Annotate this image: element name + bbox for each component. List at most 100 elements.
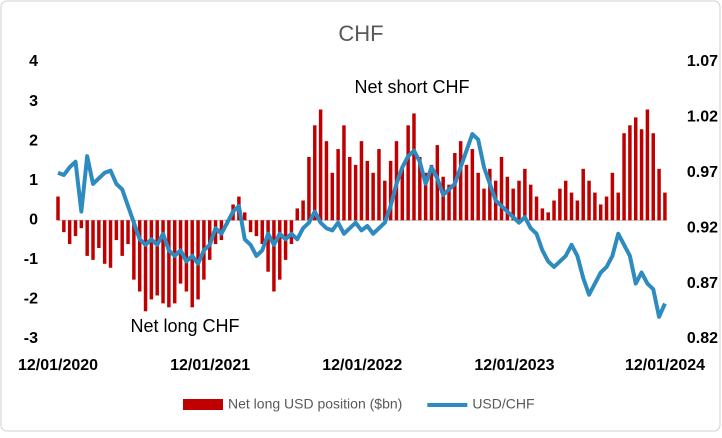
bar	[593, 192, 597, 221]
bar	[552, 200, 556, 221]
y2-tick-label: 0.82	[687, 330, 718, 347]
bar	[587, 180, 591, 221]
y-tick-label: 2	[29, 132, 38, 149]
bar	[663, 192, 667, 221]
bar	[184, 220, 189, 292]
y-tick-label: 4	[29, 53, 38, 70]
x-tick-label: 12/01/2022	[322, 357, 402, 374]
bar	[79, 220, 84, 229]
bar	[528, 184, 533, 221]
y-tick-label: -3	[24, 330, 38, 347]
bar	[108, 220, 113, 268]
bar	[353, 164, 358, 221]
bar	[657, 168, 661, 221]
y2-tick-label: 0.97	[687, 164, 718, 181]
bar	[464, 164, 469, 221]
bar	[307, 156, 311, 221]
bar	[56, 196, 60, 221]
bar	[167, 220, 171, 308]
bar	[137, 220, 142, 292]
bar	[126, 220, 130, 245]
bar	[540, 208, 545, 221]
bar	[324, 141, 329, 221]
chart-title: CHF	[338, 21, 383, 46]
bar	[598, 204, 603, 221]
bar	[476, 172, 480, 221]
bar	[120, 220, 124, 256]
bar	[301, 200, 305, 221]
bar	[581, 168, 585, 221]
bar	[190, 220, 194, 308]
bar	[633, 117, 638, 221]
y2-tick-label: 1.02	[687, 109, 718, 126]
bar	[371, 172, 375, 221]
bar	[313, 125, 317, 221]
bar	[639, 129, 644, 221]
bar	[254, 220, 259, 237]
bar	[85, 220, 89, 256]
line	[57, 132, 667, 319]
bar	[97, 220, 101, 248]
y-tick-label: 0	[29, 212, 38, 229]
bar	[645, 109, 650, 221]
bar	[563, 180, 568, 221]
bar	[278, 220, 282, 280]
annotation: Net long CHF	[130, 316, 239, 336]
legend-swatch	[183, 399, 223, 410]
bar	[243, 212, 247, 221]
bar	[388, 160, 393, 221]
x-tick-label: 12/01/2020	[18, 357, 98, 374]
bar	[418, 156, 422, 221]
bar	[651, 133, 655, 221]
y-tick-label: -2	[24, 291, 38, 308]
bar	[400, 168, 405, 221]
bar	[575, 200, 580, 221]
x-tick-label: 12/01/2023	[474, 357, 554, 374]
bar	[505, 176, 510, 221]
y2-tick-label: 0.87	[687, 275, 718, 292]
bar	[330, 172, 335, 221]
bar	[569, 192, 574, 221]
bar	[458, 141, 463, 221]
bar	[447, 184, 451, 221]
bar	[511, 188, 515, 221]
bar	[517, 180, 521, 221]
bar	[91, 220, 95, 260]
y-tick-label: 1	[29, 172, 38, 189]
x-tick-label: 12/01/2024	[625, 357, 705, 374]
bar	[488, 168, 492, 221]
bar	[260, 220, 264, 245]
bar	[470, 149, 475, 221]
bar	[272, 220, 276, 292]
bar	[73, 220, 78, 237]
bar	[172, 220, 177, 304]
bar	[610, 172, 615, 221]
bar	[318, 109, 323, 221]
bar	[342, 125, 346, 221]
bar	[132, 220, 136, 280]
bar	[558, 188, 562, 221]
bar	[604, 196, 609, 221]
bar	[453, 153, 457, 221]
y2-tick-label: 0.92	[687, 219, 718, 236]
bar	[546, 212, 550, 221]
bar	[67, 220, 72, 245]
bar	[441, 176, 445, 221]
bar	[499, 156, 504, 221]
bar	[628, 125, 632, 221]
bar	[143, 220, 148, 312]
bar	[429, 164, 434, 221]
bar	[149, 220, 154, 300]
x-tick-label: 12/01/2021	[170, 357, 250, 374]
legend-label: Net long USD position ($bn)	[228, 396, 402, 412]
bar	[622, 133, 626, 221]
y2-tick-label: 1.07	[687, 53, 718, 70]
y-tick-label: 3	[29, 93, 38, 110]
bar	[482, 188, 486, 221]
bar	[534, 196, 539, 221]
bar	[616, 192, 620, 221]
bar	[383, 180, 387, 221]
bar	[114, 220, 119, 241]
bar	[359, 141, 364, 221]
bar	[336, 149, 340, 221]
